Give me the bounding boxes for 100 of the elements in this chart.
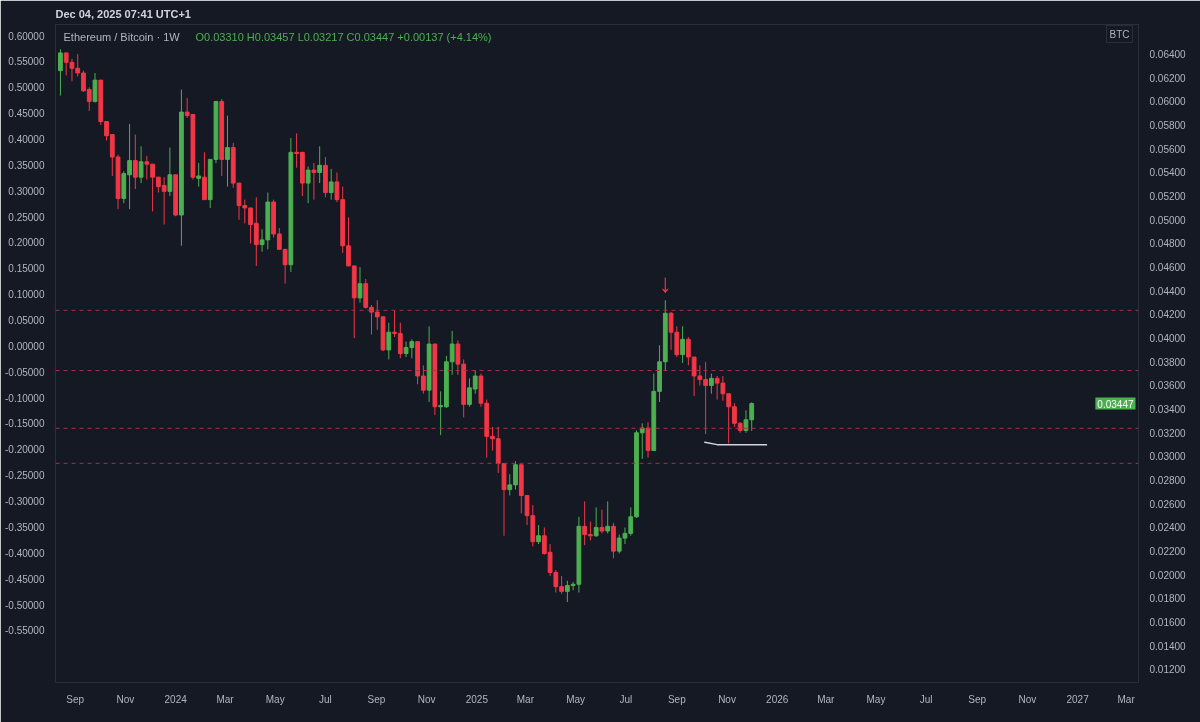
y-tick-label: 0.03800 <box>1149 356 1187 368</box>
y-axis-title: BTC <box>1109 28 1130 40</box>
candlestick <box>305 166 311 204</box>
x-tick-label: Mar <box>817 693 836 705</box>
y-tick-label: 0.02600 <box>1149 498 1187 510</box>
x-tick-label: 2024 <box>164 693 188 705</box>
candlestick <box>680 325 685 364</box>
text: Ethereum / Bitcoin · 1W <box>63 30 181 43</box>
y2-tick-label: 0.60000 <box>8 30 45 42</box>
y2-tick-label: 0.20000 <box>8 237 45 249</box>
text: Dec 04, 2025 07:41 UTC+1 <box>55 7 191 20</box>
y-tick-label: 0.06400 <box>1149 49 1187 61</box>
x-tick-label: Sep <box>367 693 386 705</box>
y2-tick-label: 0.35000 <box>8 159 45 171</box>
y2-tick-label: -0.45000 <box>5 573 45 585</box>
y2-tick-label: -0.40000 <box>5 547 45 559</box>
candlestick <box>196 162 202 188</box>
x-tick-label: May <box>566 693 586 705</box>
annotation: ↓ <box>658 268 672 299</box>
candlestick <box>225 115 230 188</box>
x-tick-label: 2027 <box>1066 693 1090 705</box>
y-tick-label: 0.05400 <box>1149 167 1187 179</box>
text: O0.03310 H0.03457 L0.03217 C0.03447 +0.00137 (+4.14%) <box>195 30 492 43</box>
y2-tick-label: -0.05000 <box>5 366 45 378</box>
y2-tick-label: 0.30000 <box>8 185 45 197</box>
y2-tick-label: 0.55000 <box>8 56 45 68</box>
candlestick <box>386 322 392 360</box>
y-tick-label: 0.02200 <box>1149 546 1187 558</box>
x-tick-label: Mar <box>1117 693 1136 705</box>
x-tick-label: Jul <box>619 693 633 705</box>
y-tick-label: 0.05600 <box>1149 143 1187 155</box>
y2-tick-label: 0.05000 <box>8 315 45 327</box>
y2-tick-label: -0.50000 <box>5 599 45 611</box>
y2-tick-label: -0.55000 <box>5 625 45 637</box>
x-tick-label: Sep <box>968 693 987 705</box>
y2-tick-label: 0.15000 <box>8 263 45 275</box>
candlestick <box>317 145 323 184</box>
y-tick-label: 0.03200 <box>1149 427 1187 439</box>
x-tick-label: Jul <box>319 693 332 705</box>
y2-tick-label: -0.35000 <box>5 521 45 533</box>
y-tick-label: 0.01800 <box>1149 593 1187 605</box>
candlestick <box>536 524 541 545</box>
y-tick-label: 0.05000 <box>1149 214 1187 226</box>
candlestick <box>132 134 138 190</box>
y2-tick-label: -0.15000 <box>5 418 45 430</box>
y-tick-label: 0.02000 <box>1149 569 1187 581</box>
y2-tick-label: 0.10000 <box>8 289 45 301</box>
y-tick-label: 0.06000 <box>1149 96 1187 108</box>
y-tick-label: 0.04200 <box>1149 309 1187 321</box>
y-tick-label: 0.03400 <box>1149 404 1187 416</box>
candlestick <box>311 162 317 201</box>
candlestick <box>593 506 599 538</box>
candlestick <box>599 509 605 534</box>
x-tick-label: Mar <box>216 693 235 705</box>
y-tick-label: 0.04800 <box>1149 238 1187 250</box>
y2-tick-label: -0.20000 <box>5 444 45 456</box>
x-tick-label: May <box>265 693 285 705</box>
x-tick-label: Mar <box>516 693 535 705</box>
y2-tick-label: 0.25000 <box>8 211 45 223</box>
x-tick-label: Sep <box>66 693 85 705</box>
y-tick-label: 0.01200 <box>1149 664 1187 676</box>
y2-tick-label: -0.30000 <box>5 496 45 508</box>
annotation: 0.03447 <box>1097 398 1134 410</box>
x-tick-label: Nov <box>417 693 436 705</box>
candlestick <box>357 266 363 304</box>
x-tick-label: Sep <box>667 693 687 705</box>
y-tick-label: 0.06200 <box>1149 72 1187 84</box>
y2-tick-label: 0.50000 <box>8 82 45 94</box>
y-tick-label: 0.04000 <box>1149 333 1187 345</box>
candlestick <box>58 48 63 97</box>
x-tick-label: Nov <box>1018 693 1037 705</box>
y-tick-label: 0.01600 <box>1149 617 1187 629</box>
y-tick-label: 0.05800 <box>1149 120 1187 132</box>
x-tick-label: May <box>866 693 886 705</box>
candlestick <box>92 72 98 104</box>
x-tick-label: 2026 <box>766 693 789 705</box>
y2-tick-label: 0.00000 <box>8 340 45 352</box>
y-tick-label: 0.02800 <box>1149 475 1187 487</box>
y-tick-label: 0.02400 <box>1149 522 1187 534</box>
y2-tick-label: 0.40000 <box>8 133 45 145</box>
y2-tick-label: 0.45000 <box>8 108 45 120</box>
candlestick <box>202 151 207 201</box>
candlestick <box>645 421 651 459</box>
y-tick-label: 0.05200 <box>1149 191 1187 203</box>
y-tick-label: 0.03600 <box>1149 380 1187 392</box>
candlestick <box>605 500 611 534</box>
x-tick-label: Nov <box>718 693 736 705</box>
candlestick <box>167 147 173 197</box>
y-tick-label: 0.01400 <box>1149 640 1187 652</box>
y2-tick-label: -0.10000 <box>5 392 45 404</box>
y-tick-label: 0.03000 <box>1149 451 1187 463</box>
x-tick-label: Jul <box>919 693 933 705</box>
y-tick-label: 0.04600 <box>1149 262 1187 274</box>
candlestick <box>709 373 714 395</box>
candlestick <box>138 145 144 184</box>
candlestick <box>328 168 334 201</box>
y2-tick-label: -0.25000 <box>5 470 45 482</box>
y-tick-label: 0.04400 <box>1149 285 1187 297</box>
x-tick-label: Nov <box>116 693 135 705</box>
x-tick-label: 2025 <box>465 693 489 705</box>
